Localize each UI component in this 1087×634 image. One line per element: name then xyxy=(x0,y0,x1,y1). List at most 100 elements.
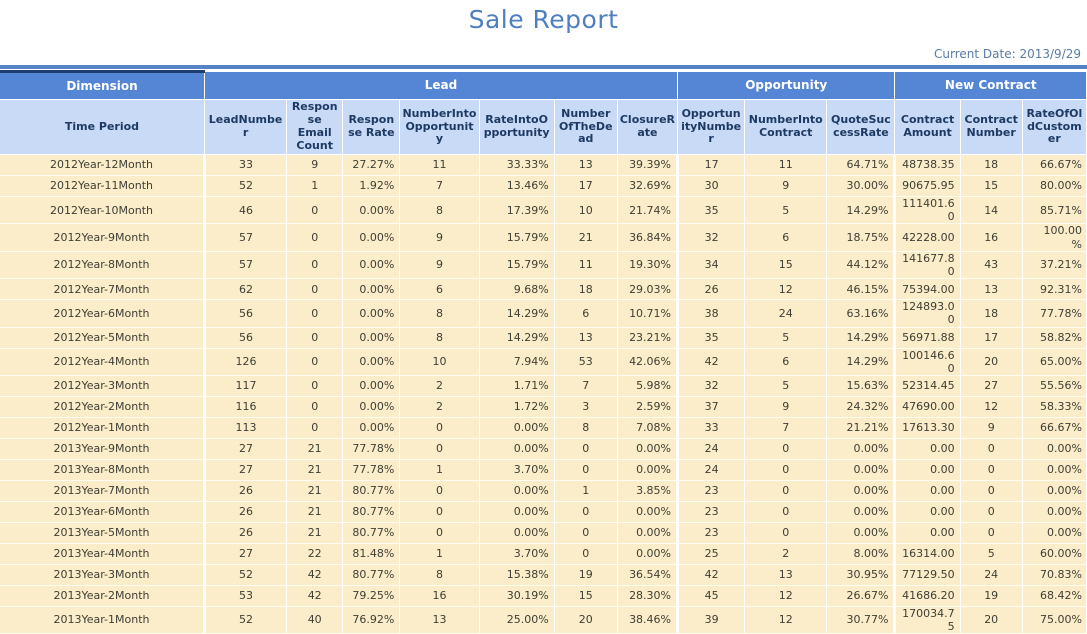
group-header-dimension: Dimension xyxy=(0,70,205,100)
cell-numberintocontract: 6 xyxy=(744,348,828,376)
cell-closurerate: 19.30% xyxy=(617,251,680,280)
cell-opportunitynumber: 42 xyxy=(677,348,746,376)
cell-opportunitynumber: 32 xyxy=(677,375,746,397)
cell-numberintocontract: 5 xyxy=(744,327,828,349)
cell-numberintoopportunity: 9 xyxy=(399,223,480,252)
cell-numberintocontract: 7 xyxy=(744,417,828,439)
cell-quotesuccessrate: 30.00% xyxy=(826,175,897,197)
cell-numberintocontract: 0 xyxy=(744,459,828,481)
cell-contractnumber: 9 xyxy=(960,417,1023,439)
table-row: 2013Year-4Month 27 22 81.48% 1 3.70% 0 0.00% 25 2… xyxy=(0,543,1087,565)
cell-response-email-count: 9 xyxy=(286,154,344,176)
cell-response-email-count: 0 xyxy=(286,278,344,301)
cell-contractamount: 0.00 xyxy=(894,459,961,481)
cell-rateintoopportunity: 14.29% xyxy=(479,299,555,328)
cell-numberintocontract: 5 xyxy=(744,196,828,225)
cell-contractnumber: 24 xyxy=(960,564,1023,586)
cell-rateofoldcustomer: 68.42% xyxy=(1022,585,1087,607)
cell-contractamount: 16314.00 xyxy=(894,543,961,565)
cell-quotesuccessrate: 0.00% xyxy=(826,480,897,502)
cell-quotesuccessrate: 14.29% xyxy=(826,196,897,225)
cell-numberintoopportunity: 16 xyxy=(399,585,480,607)
cell-time-period: 2012Year-7Month xyxy=(0,278,206,301)
cell-numberofthedead: 13 xyxy=(554,154,618,176)
cell-numberofthedead: 7 xyxy=(554,375,618,397)
column-header-response-email-count: Response Email Count xyxy=(286,99,344,155)
cell-leadnumber: 33 xyxy=(204,154,288,176)
cell-numberintocontract: 24 xyxy=(744,299,828,328)
cell-contractamount: 75394.00 xyxy=(894,278,961,301)
cell-contractnumber: 5 xyxy=(960,543,1023,565)
cell-leadnumber: 56 xyxy=(204,327,288,349)
cell-response-email-count: 0 xyxy=(286,396,344,418)
cell-contractnumber: 27 xyxy=(960,375,1023,397)
cell-time-period: 2012Year-9Month xyxy=(0,223,206,252)
cell-contractnumber: 19 xyxy=(960,585,1023,607)
cell-opportunitynumber: 42 xyxy=(677,564,746,586)
cell-numberofthedead: 0 xyxy=(554,459,618,481)
cell-response-rate: 0.00% xyxy=(342,299,401,328)
cell-response-rate: 0.00% xyxy=(342,196,401,225)
cell-response-rate: 27.27% xyxy=(342,154,401,176)
cell-opportunitynumber: 33 xyxy=(677,417,746,439)
cell-numberintoopportunity: 0 xyxy=(399,438,480,460)
cell-numberintoopportunity: 13 xyxy=(399,606,480,634)
table-row: 2012Year-10Month 46 0 0.00% 8 17.39% 10 21.74% 3… xyxy=(0,196,1087,225)
cell-closurerate: 28.30% xyxy=(617,585,680,607)
cell-numberintocontract: 0 xyxy=(744,501,828,523)
cell-numberintocontract: 5 xyxy=(744,375,828,397)
cell-contractnumber: 20 xyxy=(960,348,1023,376)
cell-rateintoopportunity: 0.00% xyxy=(479,438,555,460)
cell-contractamount: 48738.35 xyxy=(894,154,961,176)
cell-numberintocontract: 0 xyxy=(744,480,828,502)
column-header-contractamount: ContractAmount xyxy=(894,99,961,155)
cell-closurerate: 10.71% xyxy=(617,299,680,328)
cell-rateintoopportunity: 1.72% xyxy=(479,396,555,418)
cell-rateintoopportunity: 7.94% xyxy=(479,348,555,376)
cell-closurerate: 0.00% xyxy=(617,501,680,523)
group-header-row: Dimension Lead Opportunity New Contract xyxy=(0,70,1087,100)
cell-time-period: 2013Year-5Month xyxy=(0,522,206,544)
cell-opportunitynumber: 37 xyxy=(677,396,746,418)
cell-leadnumber: 26 xyxy=(204,480,288,502)
cell-closurerate: 5.98% xyxy=(617,375,680,397)
cell-rateintoopportunity: 30.19% xyxy=(479,585,555,607)
cell-quotesuccessrate: 63.16% xyxy=(826,299,897,328)
cell-numberofthedead: 21 xyxy=(554,223,618,252)
cell-numberintoopportunity: 9 xyxy=(399,251,480,280)
cell-response-email-count: 21 xyxy=(286,480,344,502)
cell-contractnumber: 0 xyxy=(960,438,1023,460)
column-header-numberintocontract: NumberIntoContract xyxy=(744,99,828,155)
cell-response-email-count: 21 xyxy=(286,438,344,460)
cell-response-rate: 0.00% xyxy=(342,375,401,397)
cell-closurerate: 7.08% xyxy=(617,417,680,439)
cell-contractamount: 42228.00 xyxy=(894,223,961,252)
cell-leadnumber: 46 xyxy=(204,196,288,225)
cell-numberintoopportunity: 8 xyxy=(399,327,480,349)
cell-numberofthedead: 1 xyxy=(554,480,618,502)
cell-numberofthedead: 3 xyxy=(554,396,618,418)
table-row: 2012Year-12Month 33 9 27.27% 11 33.33% 13 39.39… xyxy=(0,154,1087,176)
table-row: 2012Year-6Month 56 0 0.00% 8 14.29% 6 10.71% 38 2… xyxy=(0,299,1087,328)
cell-leadnumber: 27 xyxy=(204,543,288,565)
cell-quotesuccessrate: 0.00% xyxy=(826,522,897,544)
cell-numberintocontract: 9 xyxy=(744,175,828,197)
cell-response-email-count: 0 xyxy=(286,223,344,252)
cell-numberintoopportunity: 2 xyxy=(399,375,480,397)
cell-closurerate: 0.00% xyxy=(617,543,680,565)
cell-rateofoldcustomer: 60.00% xyxy=(1022,543,1087,565)
cell-closurerate: 38.46% xyxy=(617,606,680,634)
cell-contractamount: 56971.88 xyxy=(894,327,961,349)
cell-opportunitynumber: 32 xyxy=(677,223,746,252)
cell-numberofthedead: 10 xyxy=(554,196,618,225)
cell-response-email-count: 42 xyxy=(286,585,344,607)
cell-numberintoopportunity: 0 xyxy=(399,480,480,502)
cell-response-rate: 0.00% xyxy=(342,327,401,349)
table-row: 2013Year-5Month 26 21 80.77% 0 0.00% 0 0.00% 23 0… xyxy=(0,522,1087,544)
cell-closurerate: 0.00% xyxy=(617,459,680,481)
cell-contractnumber: 13 xyxy=(960,278,1023,301)
cell-numberintocontract: 12 xyxy=(744,278,828,301)
cell-contractamount: 100146.60 xyxy=(894,348,961,376)
column-header-rateofoldcustomer: RateOfOldCustomer xyxy=(1022,99,1087,155)
cell-rateintoopportunity: 3.70% xyxy=(479,459,555,481)
